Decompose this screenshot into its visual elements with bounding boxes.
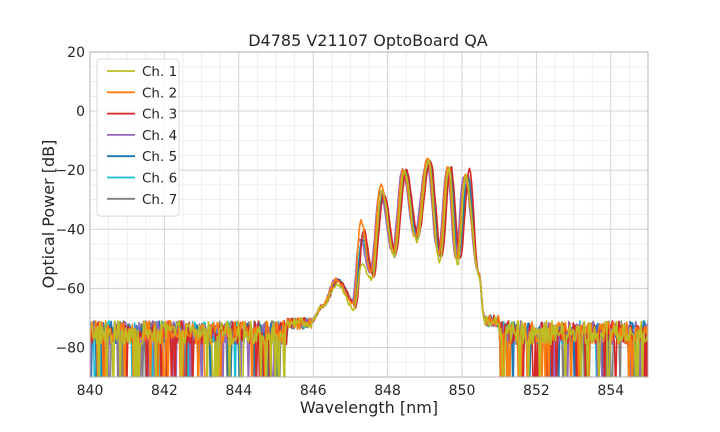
y-tick-label: −60 [55, 281, 85, 297]
y-axis: −80 −60 −40 −20 0 20 [55, 45, 85, 356]
chart-title: D4785 V21107 OptoBoard QA [248, 31, 488, 50]
y-axis-label: Optical Power [dB] [39, 140, 58, 289]
plot-frame [89, 51, 649, 378]
x-axis: 840 842 844 846 848 850 852 854 [77, 383, 625, 399]
legend-label-ch-2: Ch. 2 [142, 85, 177, 101]
x-tick-label: 846 [300, 383, 327, 399]
series-line-ch-1 [90, 159, 648, 377]
x-tick-label: 850 [449, 383, 476, 399]
x-axis-label: Wavelength [nm] [300, 398, 438, 417]
legend-label-ch-1: Ch. 1 [142, 64, 177, 80]
x-tick-label: 852 [523, 383, 550, 399]
legend-label-ch-7: Ch. 7 [142, 192, 177, 208]
legend-label-ch-5: Ch. 5 [142, 149, 177, 165]
y-tick-label: −20 [55, 163, 85, 179]
legend-label-ch-3: Ch. 3 [142, 107, 177, 123]
y-tick-label: −40 [55, 222, 85, 238]
x-tick-label: 854 [597, 383, 624, 399]
y-tick-label: −80 [55, 340, 85, 356]
x-tick-label: 848 [374, 383, 401, 399]
series-layer [90, 157, 648, 377]
legend-label-ch-4: Ch. 4 [142, 128, 177, 144]
x-tick-label: 844 [225, 383, 252, 399]
legend: Ch. 1 Ch. 2 Ch. 3 Ch. 4 Ch. 5 Ch. 6 Ch. 7 [96, 58, 180, 217]
legend-label-ch-6: Ch. 6 [142, 171, 177, 187]
x-tick-label: 840 [77, 383, 104, 399]
y-tick-label: 0 [76, 104, 85, 120]
y-tick-label: 20 [67, 45, 85, 61]
x-tick-label: 842 [151, 383, 178, 399]
